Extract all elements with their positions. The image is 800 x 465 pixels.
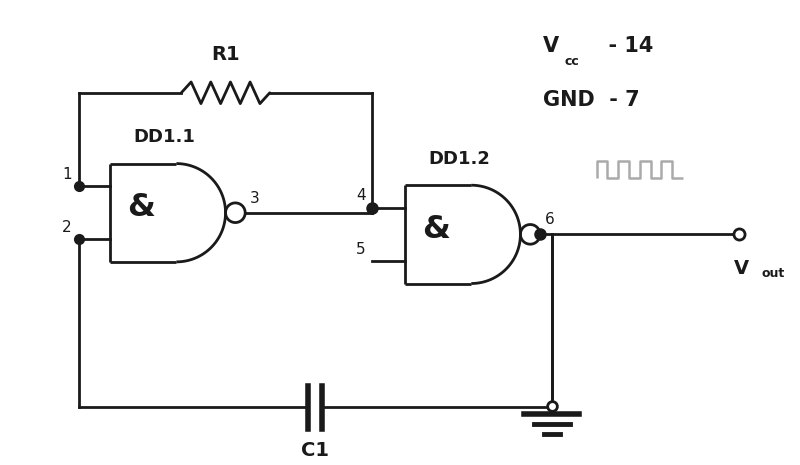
Text: DD1.2: DD1.2: [428, 150, 490, 167]
Text: 6: 6: [545, 213, 554, 227]
Text: GND  - 7: GND - 7: [542, 90, 639, 110]
Text: 2: 2: [62, 220, 72, 235]
Text: V: V: [734, 259, 750, 278]
Text: out: out: [762, 267, 785, 280]
Text: - 14: - 14: [594, 36, 653, 56]
Text: C1: C1: [302, 441, 330, 460]
Text: 1: 1: [62, 167, 72, 182]
Text: DD1.1: DD1.1: [133, 128, 195, 146]
Text: 5: 5: [356, 242, 366, 257]
Text: cc: cc: [564, 55, 579, 68]
Text: R1: R1: [211, 45, 240, 64]
Text: &: &: [422, 214, 450, 245]
Text: &: &: [127, 193, 155, 223]
Text: V: V: [542, 36, 558, 56]
Text: 4: 4: [356, 188, 366, 203]
Text: 3: 3: [250, 191, 260, 206]
